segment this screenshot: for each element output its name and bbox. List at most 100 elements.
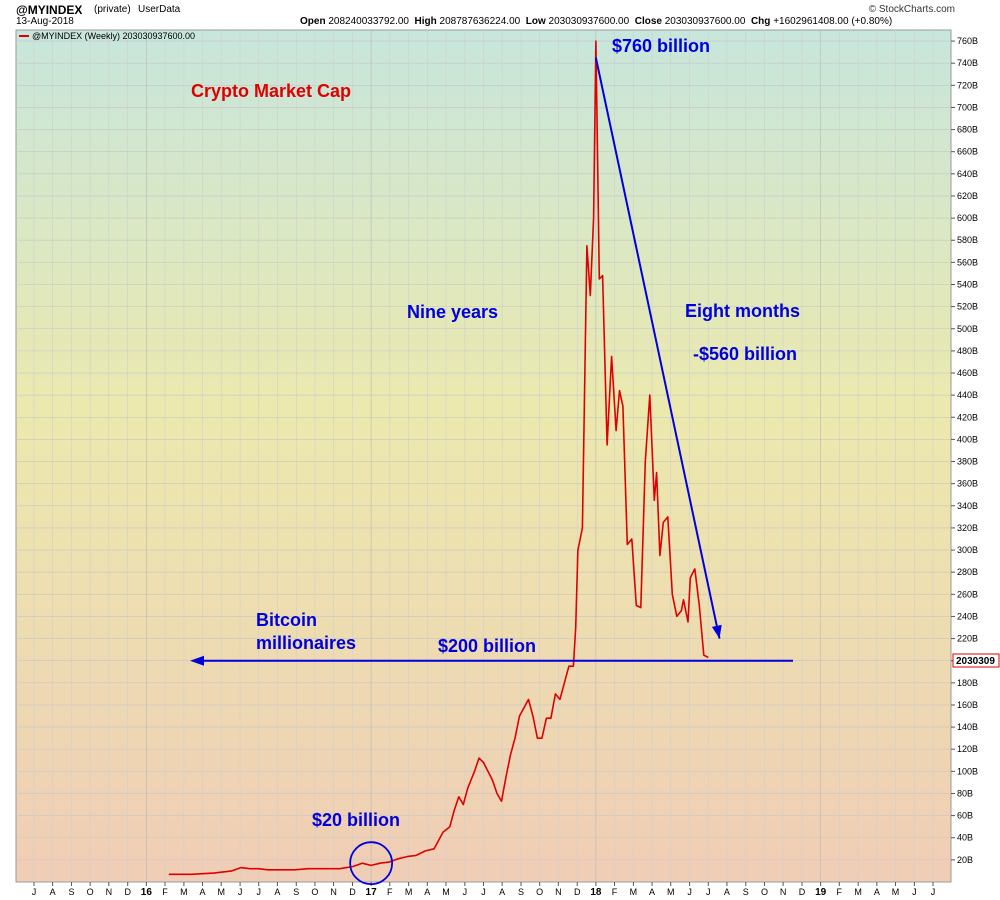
legend: @MYINDEX (Weekly) 203030937600.00 — [19, 31, 195, 41]
y-tick-label: 460B — [957, 368, 978, 378]
y-tick-label: 240B — [957, 611, 978, 621]
x-tick-label: M — [892, 887, 900, 897]
x-tick-label: S — [293, 887, 299, 897]
annotation-bitcoin: Bitcoin — [256, 610, 317, 630]
x-axis: J A S O N D 16 F M A M J J A S O N D 17 F M A M J J A S O N D 18 F M A M J J… — [32, 882, 936, 898]
y-tick-label: 320B — [957, 523, 978, 533]
low-label: Low — [525, 16, 546, 27]
y-tick-label: 180B — [957, 678, 978, 688]
x-tick-label: J — [481, 887, 486, 897]
open-label: Open — [300, 16, 326, 27]
chg-value: +1602961408.00 (+0.80%) — [773, 16, 893, 27]
annotation-layer: Crypto Market Cap $760 billion Nine year… — [190, 36, 800, 886]
x-tick-label: M — [667, 887, 675, 897]
x-tick-label: O — [536, 887, 543, 897]
x-tick-label: M — [217, 887, 225, 897]
annotation-20-billion: $20 billion — [312, 810, 400, 830]
x-tick-label: A — [499, 887, 505, 897]
high-label: High — [414, 16, 437, 27]
annotation-eight-months: Eight months — [685, 301, 800, 321]
trend-arrow-head — [711, 624, 722, 639]
x-tick-label: O — [87, 887, 94, 897]
x-tick-label: J — [931, 887, 936, 897]
annotation-loss: -$560 billion — [693, 344, 797, 364]
y-tick-label: 380B — [957, 457, 978, 467]
y-tick-label: 80B — [957, 788, 973, 798]
y-tick-label: 280B — [957, 567, 978, 577]
annotation-200-billion: $200 billion — [438, 636, 536, 656]
chart-title: Crypto Market Cap — [191, 81, 351, 101]
y-tick-label: 100B — [957, 766, 978, 776]
y-tick-label: 540B — [957, 279, 978, 289]
x-tick-label: S — [518, 887, 524, 897]
y-tick-label: 760B — [957, 36, 978, 46]
x-tick-label: J — [256, 887, 261, 897]
y-tick-label: 640B — [957, 169, 978, 179]
highlight-circle — [349, 841, 394, 886]
y-tick-label: 60B — [957, 811, 973, 821]
x-tick-label: S — [69, 887, 75, 897]
y-tick-label: 360B — [957, 479, 978, 489]
x-tick-label: 16 — [141, 887, 153, 898]
y-tick-label: 600B — [957, 213, 978, 223]
y-tick-label: 560B — [957, 257, 978, 267]
brand-label: © StockCharts.com — [868, 4, 955, 15]
x-tick-label: N — [330, 887, 337, 897]
y-tick-label: 520B — [957, 302, 978, 312]
legend-label: @MYINDEX (Weekly) 203030937600.00 — [32, 31, 195, 41]
x-tick-label: A — [274, 887, 280, 897]
series-layer — [168, 40, 709, 876]
private-label: (private) — [94, 4, 131, 15]
chart-header: @MYINDEX (private) UserData 13-Aug-2018 … — [0, 0, 1000, 30]
last-value-text: 2030309 — [956, 656, 995, 667]
x-tick-label: M — [442, 887, 450, 897]
decline-trend-line — [594, 57, 721, 639]
symbol-label: @MYINDEX — [16, 3, 83, 17]
userdata-label: UserData — [138, 4, 181, 15]
y-tick-label: 700B — [957, 102, 978, 112]
x-tick-label: S — [743, 887, 749, 897]
x-tick-label: F — [162, 887, 168, 897]
y-tick-label: 140B — [957, 722, 978, 732]
y-tick-label: 160B — [957, 700, 978, 710]
y-tick-label: 720B — [957, 80, 978, 90]
close-label: Close — [634, 16, 662, 27]
x-tick-label: F — [612, 887, 618, 897]
x-tick-label: A — [200, 887, 206, 897]
y-tick-label: 420B — [957, 412, 978, 422]
x-tick-label: J — [463, 887, 468, 897]
x-tick-label: J — [687, 887, 692, 897]
y-tick-label: 260B — [957, 589, 978, 599]
y-tick-label: 440B — [957, 390, 978, 400]
x-tick-label: 17 — [366, 887, 378, 898]
x-tick-label: O — [761, 887, 768, 897]
x-tick-label: O — [311, 887, 318, 897]
high-value: 208787636224.00 — [439, 16, 521, 27]
x-tick-label: N — [555, 887, 562, 897]
x-tick-label: J — [706, 887, 711, 897]
chg-label: Chg — [750, 16, 771, 27]
series-line — [168, 40, 709, 876]
y-tick-label: 740B — [957, 58, 978, 68]
y-tick-label: 680B — [957, 125, 978, 135]
y-tick-label: 620B — [957, 191, 978, 201]
y-tick-label: 480B — [957, 346, 978, 356]
y-tick-label: 340B — [957, 501, 978, 511]
x-tick-label: M — [405, 887, 413, 897]
annotation-nine-years: Nine years — [407, 302, 498, 322]
open-value: 208240033792.00 — [328, 16, 409, 27]
y-tick-label: 20B — [957, 855, 973, 865]
x-tick-label: M — [630, 887, 638, 897]
x-tick-label: N — [106, 887, 113, 897]
annotation-peak: $760 billion — [612, 36, 710, 56]
y-tick-label: 400B — [957, 434, 978, 444]
x-tick-label: A — [50, 887, 56, 897]
x-tick-label: 19 — [815, 887, 827, 898]
y-tick-label: 120B — [957, 744, 978, 754]
ohlc-readout: Open 208240033792.00 High 208787636224.0… — [300, 16, 892, 27]
reference-arrow-head — [190, 655, 204, 666]
x-tick-label: J — [238, 887, 243, 897]
y-tick-label: 500B — [957, 324, 978, 334]
y-tick-label: 40B — [957, 833, 973, 843]
